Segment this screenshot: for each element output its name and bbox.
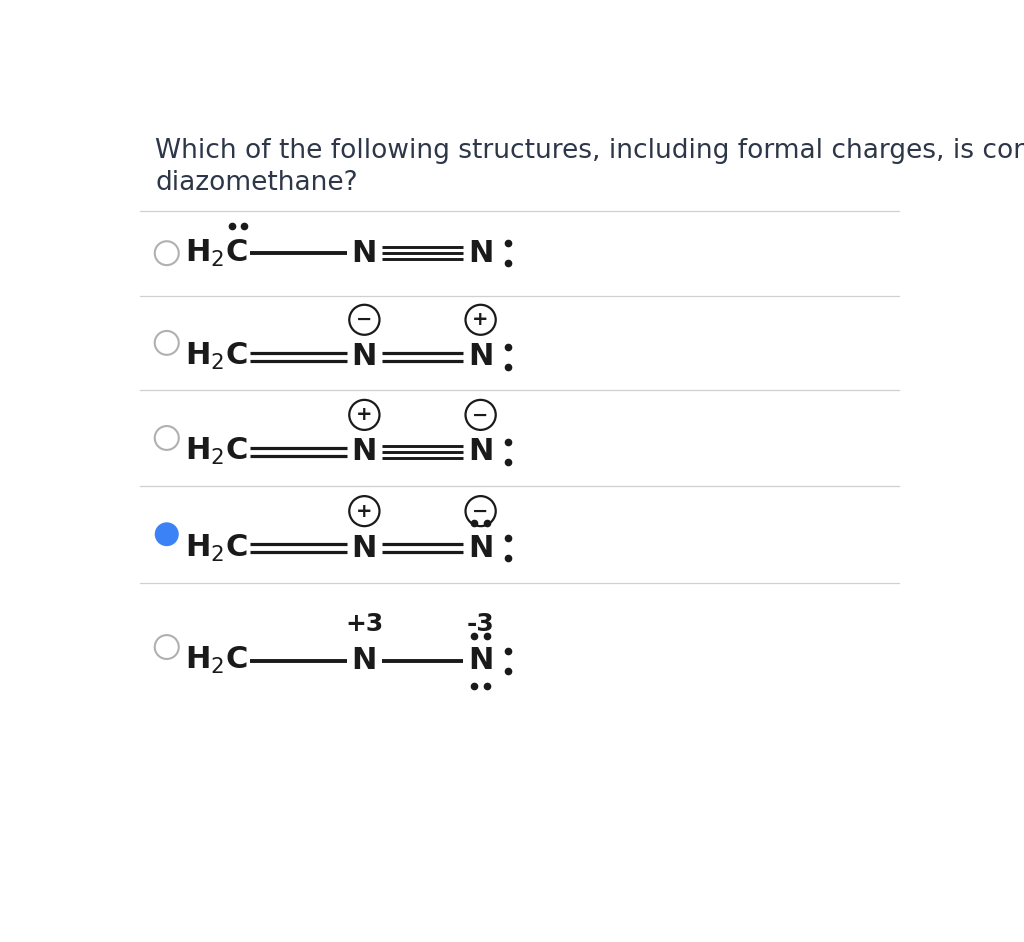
Text: Which of the following structures, including formal charges, is correct for: Which of the following structures, inclu… [155,138,1024,164]
Text: H$_2$C: H$_2$C [185,532,248,563]
Text: −: − [356,310,373,330]
Text: N: N [351,646,377,675]
Text: N: N [351,238,377,268]
Text: N: N [468,646,494,675]
Text: −: − [472,405,488,425]
Text: +: + [356,502,373,521]
Text: N: N [468,238,494,268]
Text: N: N [468,533,494,562]
Text: H$_2$C: H$_2$C [185,341,248,372]
Text: N: N [351,533,377,562]
Text: N: N [351,437,377,466]
Circle shape [155,522,179,546]
Text: H$_2$C: H$_2$C [185,436,248,467]
Text: N: N [351,342,377,371]
Text: +3: +3 [345,612,384,636]
Text: N: N [468,342,494,371]
Text: +: + [356,405,373,425]
Text: H$_2$C: H$_2$C [185,645,248,676]
Text: +: + [472,310,488,330]
Text: −: − [472,502,488,521]
Text: diazomethane?: diazomethane? [155,170,357,196]
Text: H$_2$C: H$_2$C [185,237,248,268]
Text: -3: -3 [467,612,495,636]
Text: N: N [468,437,494,466]
